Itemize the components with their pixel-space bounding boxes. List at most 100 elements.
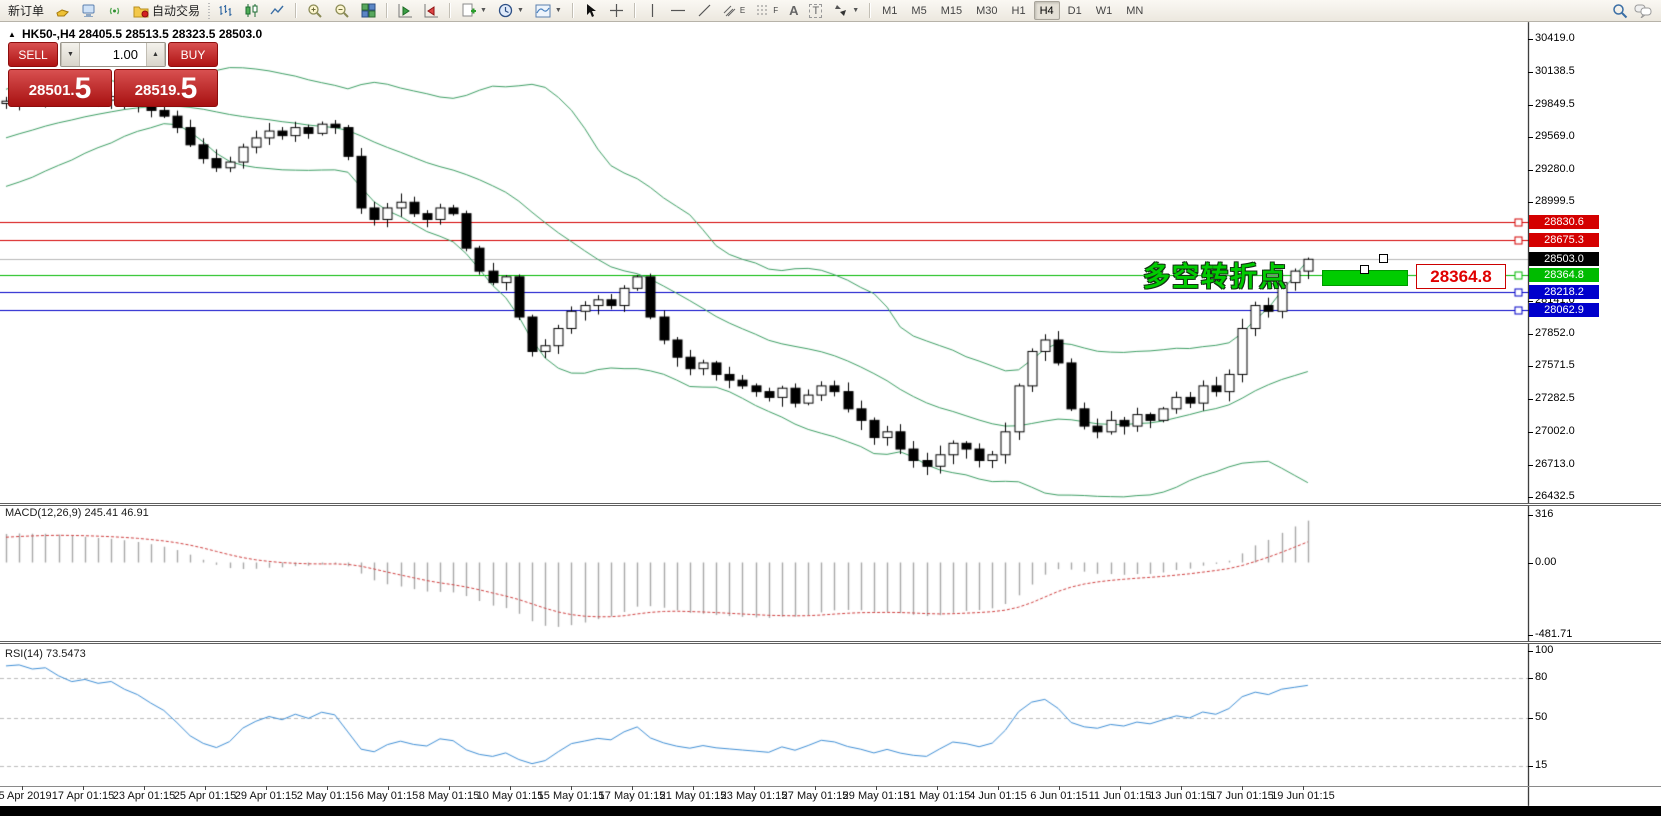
- timeframe-m5[interactable]: M5: [911, 4, 927, 17]
- search-icon[interactable]: [1612, 3, 1628, 19]
- fibonacci-button[interactable]: F: [751, 0, 783, 22]
- rsi-tick-label: 50: [1535, 711, 1548, 723]
- volume-input[interactable]: 1.00: [112, 47, 138, 62]
- price-level-chip[interactable]: 28062.9: [1529, 303, 1599, 317]
- buy-button[interactable]: BUY: [168, 42, 218, 67]
- terminal-icon: [82, 4, 95, 17]
- price-tick-mark: [1528, 334, 1533, 335]
- algo-trading-button[interactable]: 自动交易: [128, 0, 205, 22]
- line-chart-button[interactable]: [265, 0, 290, 22]
- cursor-icon: [586, 4, 596, 17]
- line-chart-icon: [270, 5, 284, 15]
- time-tick-mark: [937, 786, 938, 790]
- macd-tick-label: -481.71: [1535, 628, 1573, 640]
- fibonacci-letter: F: [773, 6, 779, 15]
- channel-button[interactable]: E: [718, 0, 750, 22]
- chart-shift-button[interactable]: [419, 0, 444, 22]
- fibonacci-icon: [757, 5, 770, 15]
- sell-button[interactable]: SELL: [8, 42, 58, 67]
- chevron-down-icon: ▼: [852, 7, 860, 14]
- gold-icon: [56, 9, 69, 17]
- time-axis-label: 15 Apr 2019: [0, 790, 52, 802]
- bar-chart-button[interactable]: [213, 0, 238, 22]
- timeframe-mn[interactable]: MN: [1126, 4, 1144, 17]
- annotation-text[interactable]: 多空转折点: [1143, 262, 1288, 292]
- candlestick-chart-button[interactable]: [239, 0, 264, 22]
- template-icon: [535, 4, 551, 17]
- signals-icon[interactable]: [102, 0, 127, 22]
- crosshair-button[interactable]: [604, 0, 629, 22]
- chevron-down-icon: ▼: [516, 7, 524, 14]
- price-tick-mark: [1528, 432, 1533, 433]
- sell-price-big: 5: [74, 72, 92, 105]
- market-depth-icon[interactable]: [50, 0, 75, 22]
- price-tick-label: 27002.0: [1535, 425, 1575, 437]
- strategy-tester-icon[interactable]: [76, 0, 101, 22]
- collapse-triangle-icon[interactable]: ▲: [8, 30, 16, 39]
- time-axis-label: 17 May 01:15: [598, 790, 666, 802]
- price-level-chip[interactable]: 28364.8: [1529, 268, 1599, 282]
- timeframe-w1[interactable]: W1: [1095, 4, 1113, 17]
- volume-down-button[interactable]: ▼: [61, 43, 80, 66]
- auto-scroll-button[interactable]: [393, 0, 418, 22]
- time-axis-label: 29 May 01:15: [842, 790, 910, 802]
- time-axis-label: 23 May 01:15: [720, 790, 788, 802]
- toolbar: 新订单 自动交易 ▼ ▼: [0, 0, 1661, 22]
- price-tick-mark: [1528, 170, 1533, 171]
- price-level-chip[interactable]: 28218.2: [1529, 285, 1599, 299]
- time-axis-label: 25 Apr 01:15: [173, 790, 237, 802]
- zoom-in-button[interactable]: [302, 0, 328, 22]
- time-tick-mark: [83, 786, 84, 790]
- rsi-pane-separator[interactable]: [0, 641, 1661, 644]
- cursor-button[interactable]: [579, 0, 603, 22]
- trendline-button[interactable]: [692, 0, 717, 22]
- text-label-icon: T: [809, 3, 823, 18]
- time-tick-mark: [22, 786, 23, 790]
- price-level-chip[interactable]: 28503.0: [1529, 252, 1599, 266]
- toolbar-separator: [208, 2, 211, 19]
- macd-pane-separator[interactable]: [0, 503, 1661, 506]
- new-order-button[interactable]: 新订单: [3, 0, 49, 22]
- volume-up-button[interactable]: ▲: [146, 43, 165, 66]
- price-level-chip[interactable]: 28675.3: [1529, 233, 1599, 247]
- selection-handle[interactable]: [1360, 265, 1369, 274]
- time-tick-mark: [205, 786, 206, 790]
- rsi-tick-label: 100: [1535, 644, 1554, 656]
- indicator-doc-icon: [462, 3, 477, 17]
- rsi-label: RSI(14) 73.5473: [5, 648, 86, 660]
- vertical-line-button[interactable]: [641, 0, 664, 22]
- chevron-down-icon: ▼: [554, 7, 562, 14]
- text-label-button[interactable]: T: [804, 0, 827, 22]
- sell-price-button[interactable]: 28501. 5: [8, 69, 112, 107]
- text-button[interactable]: A: [784, 0, 803, 22]
- annotation-price-label[interactable]: 28364.8: [1416, 264, 1506, 289]
- timeframe-d1[interactable]: D1: [1067, 4, 1082, 17]
- price-tick-mark: [1528, 202, 1533, 203]
- buy-price-button[interactable]: 28519. 5: [114, 69, 218, 107]
- time-tick-mark: [266, 786, 267, 790]
- price-tick-mark: [1528, 465, 1533, 466]
- timeframe-m15[interactable]: M15: [940, 4, 963, 17]
- time-axis-label: 19 Jun 01:15: [1271, 790, 1335, 802]
- add-indicator-button[interactable]: ▼: [456, 0, 492, 22]
- arrows-button[interactable]: ▼: [828, 0, 864, 22]
- price-tick-label: 29569.0: [1535, 130, 1575, 142]
- chat-icon[interactable]: [1634, 3, 1652, 18]
- period-button[interactable]: ▼: [493, 0, 529, 22]
- horizontal-line-button[interactable]: [665, 0, 691, 22]
- timeframe-h4[interactable]: H4: [1033, 1, 1060, 20]
- timeframe-h1[interactable]: H1: [1011, 4, 1026, 17]
- zoom-out-button[interactable]: [329, 0, 355, 22]
- time-tick-mark: [144, 786, 145, 790]
- timeframe-m30[interactable]: M30: [976, 4, 998, 17]
- selection-handle[interactable]: [1379, 254, 1388, 263]
- timeframe-m1[interactable]: M1: [882, 4, 898, 17]
- channel-letter: E: [739, 6, 746, 15]
- price-level-chip[interactable]: 28830.6: [1529, 215, 1599, 229]
- rsi-tick-mark: [1528, 766, 1533, 767]
- template-button[interactable]: ▼: [530, 0, 567, 22]
- signal-icon: [109, 7, 120, 15]
- tile-windows-button[interactable]: [356, 0, 381, 22]
